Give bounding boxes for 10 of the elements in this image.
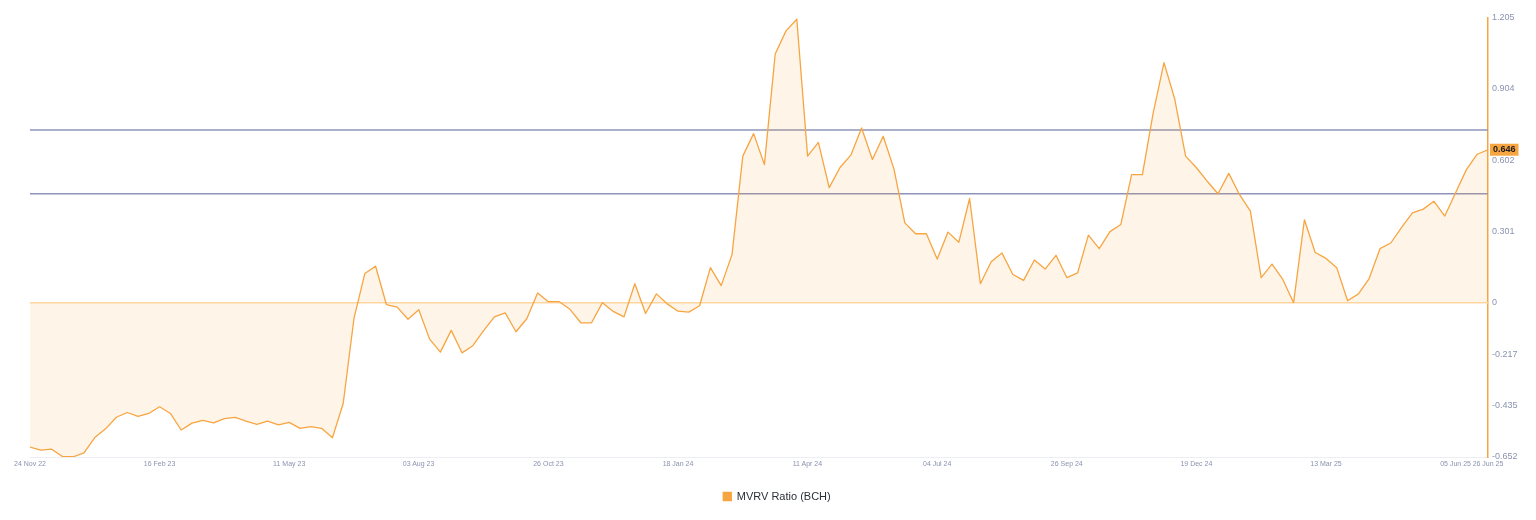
y-tick-label: -0.435 — [1492, 400, 1518, 411]
legend-label: MVRV Ratio (BCH) — [736, 489, 831, 502]
annotation: 0.646 — [1493, 144, 1516, 155]
y-tick-label: 0 — [1492, 297, 1498, 308]
y-tick-label: -0.652 — [1492, 451, 1518, 462]
y-tick-label: 0.904 — [1492, 83, 1515, 94]
y-tick-label: 0.602 — [1492, 154, 1515, 165]
y-tick-label: 1.205 — [1492, 11, 1515, 22]
y-tick-label: -0.217 — [1492, 348, 1518, 359]
y-tick-label: 0.301 — [1492, 225, 1515, 236]
